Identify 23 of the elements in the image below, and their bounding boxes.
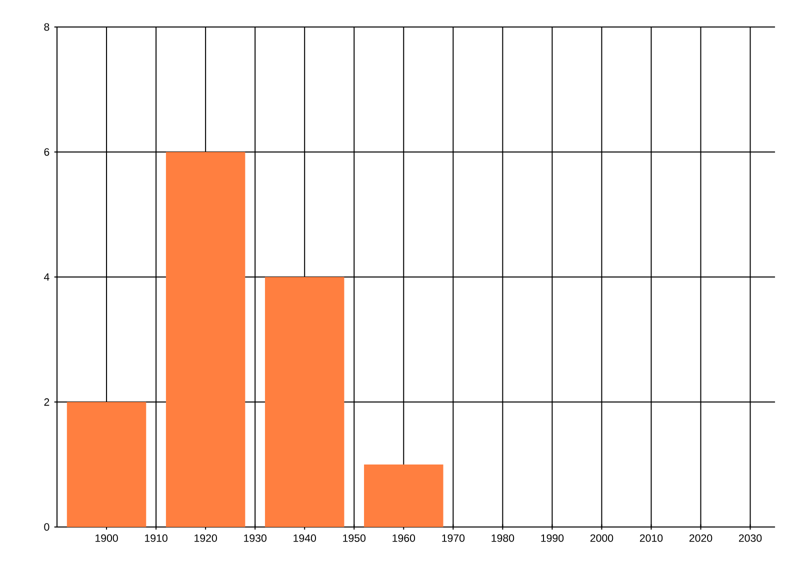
y-tick-label: 2 (44, 398, 50, 406)
x-tick-label: 1960 (392, 534, 416, 542)
x-tick-label: 1910 (145, 534, 168, 542)
x-tick-label: 1930 (244, 534, 266, 542)
y-tick-label: 6 (44, 148, 50, 156)
x-tick-label: 1990 (541, 534, 564, 542)
x-tick-label: 2000 (590, 534, 614, 542)
bar (66, 402, 146, 527)
bar (264, 277, 344, 527)
x-tick-label: 1940 (294, 534, 316, 542)
bar (166, 152, 246, 527)
bar (364, 464, 444, 527)
x-tick-label: 1900 (96, 534, 118, 542)
y-tick-label: 8 (44, 23, 50, 31)
y-tick-label: 0 (44, 523, 50, 531)
y-tick-label: 4 (44, 273, 50, 281)
x-tick-label: 1980 (492, 534, 514, 542)
x-tick-label: 1950 (343, 534, 366, 542)
x-tick-label: 2010 (640, 534, 663, 542)
x-tick-label: 1920 (194, 534, 217, 542)
x-tick-label: 1970 (442, 534, 465, 542)
x-tick-label: 2020 (689, 534, 712, 542)
x-tick-label: 2030 (738, 534, 762, 542)
